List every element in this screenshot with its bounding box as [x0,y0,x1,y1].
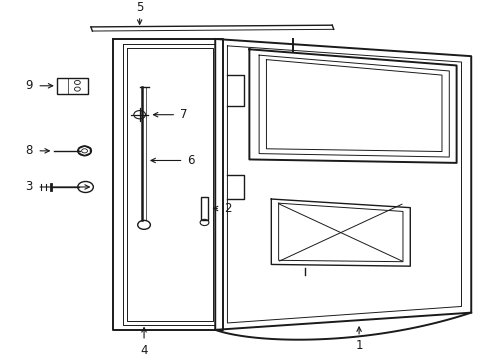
Polygon shape [215,39,470,330]
Text: 7: 7 [180,108,187,121]
Text: 1: 1 [355,339,362,352]
Text: 4: 4 [140,344,147,357]
Text: 6: 6 [187,154,195,167]
Text: 9: 9 [25,79,33,92]
Polygon shape [249,49,456,163]
Text: 8: 8 [25,144,33,157]
Bar [200,197,208,220]
Text: 2: 2 [224,202,231,215]
Text: 5: 5 [136,1,143,14]
Polygon shape [271,199,409,266]
Bar [57,77,88,94]
Text: 3: 3 [25,180,33,193]
